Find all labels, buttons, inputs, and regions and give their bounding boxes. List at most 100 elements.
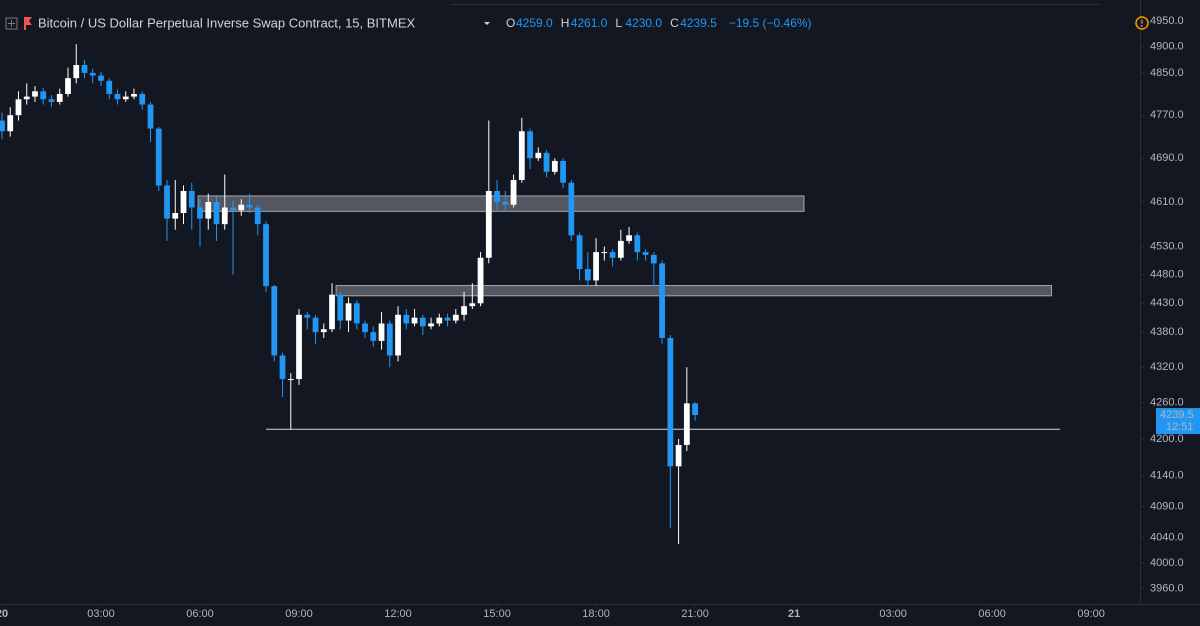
candle-body <box>675 444 682 467</box>
y-tick-label: 4480.0 <box>1150 269 1184 281</box>
candle-body <box>494 190 500 202</box>
candle-body <box>114 93 121 100</box>
x-tick-label: 06:00 <box>978 608 1006 620</box>
y-tick-label: 4140.0 <box>1150 469 1184 481</box>
candle-body <box>386 323 393 356</box>
candle-body <box>345 303 352 321</box>
x-tick-label: 09:00 <box>1077 608 1105 620</box>
ohlc-key: O <box>506 16 515 30</box>
candle-body <box>40 91 47 100</box>
y-tick-label: 4260.0 <box>1150 397 1184 409</box>
candle-body <box>7 115 14 132</box>
candle-body <box>378 323 385 341</box>
y-tick-label: 4690.0 <box>1150 152 1184 164</box>
symbol-title[interactable]: Bitcoin / US Dollar Perpetual Inverse Sw… <box>38 15 415 30</box>
candle-body <box>593 252 599 281</box>
candle-body <box>609 252 616 258</box>
candle-body <box>642 252 649 255</box>
candle-body <box>527 131 533 159</box>
candle-body <box>197 207 203 219</box>
dropdown-caret[interactable] <box>484 22 490 25</box>
x-tick-label: 21:00 <box>681 608 709 620</box>
y-tick-label: 4430.0 <box>1150 297 1184 309</box>
candle-body <box>650 254 657 264</box>
candle-body <box>48 99 55 102</box>
flag-icon[interactable] <box>24 17 32 30</box>
ohlc-key: H <box>561 16 570 30</box>
zone <box>335 285 1053 297</box>
candle-body <box>444 317 451 321</box>
y-tick-label: 4320.0 <box>1150 361 1184 373</box>
candle-body <box>15 99 22 116</box>
y-tick-label: 4850.0 <box>1150 67 1184 79</box>
candle-body <box>147 104 154 129</box>
warning-icon[interactable] <box>1135 16 1149 30</box>
candle-body <box>543 152 550 172</box>
candle-body <box>551 160 558 172</box>
candle-body <box>32 91 38 97</box>
y-tick-label: 4610.0 <box>1150 196 1184 208</box>
candle-body <box>23 96 30 100</box>
candle-body <box>238 204 245 211</box>
candle-body <box>535 152 542 159</box>
ohlc-value: 4259.0 <box>516 16 553 30</box>
candle-body <box>560 160 566 183</box>
candle-body <box>106 80 113 94</box>
candle-body <box>337 294 344 321</box>
candle-body <box>73 65 80 79</box>
y-tick-label: 3960.0 <box>1150 582 1184 594</box>
candle-body <box>461 306 467 315</box>
candle-body <box>188 190 195 208</box>
candle-body <box>56 93 63 102</box>
candle-body <box>469 303 476 307</box>
collapse-icon[interactable] <box>5 17 18 30</box>
candle-body <box>659 263 665 338</box>
zone <box>197 195 805 212</box>
candle-body <box>353 303 360 324</box>
candle-body <box>131 93 137 97</box>
candle-body <box>411 317 418 324</box>
last-price-label: 4239.5 <box>1160 409 1194 421</box>
candle-body <box>312 317 319 333</box>
ohlc-key: L <box>615 16 622 30</box>
candle-body <box>395 314 401 356</box>
y-tick-label: 4090.0 <box>1150 500 1184 512</box>
x-tick-label: 03:00 <box>879 608 907 620</box>
candle-body <box>403 314 410 324</box>
candle-body <box>296 314 302 380</box>
candle-body <box>485 190 492 258</box>
candle-body <box>246 204 253 208</box>
countdown: 12:51 <box>1166 421 1194 433</box>
candle-body <box>518 131 525 180</box>
y-tick-label: 4900.0 <box>1150 41 1184 53</box>
candle-body <box>98 75 104 81</box>
candle-body <box>584 269 591 281</box>
candle-body <box>139 93 146 105</box>
candle-body <box>213 201 220 225</box>
candle-body <box>477 257 484 304</box>
x-tick-label: 03:00 <box>87 608 115 620</box>
candle-body <box>205 201 212 219</box>
warning-icon <box>1141 25 1143 27</box>
y-tick-label: 4000.0 <box>1150 557 1184 569</box>
candle-body <box>634 235 641 253</box>
ohlc-key: C <box>670 16 679 30</box>
candle-body <box>452 314 459 321</box>
y-tick-label: 4530.0 <box>1150 240 1184 252</box>
candle-body <box>279 355 286 380</box>
last-price-box <box>1156 408 1200 435</box>
candle-body <box>89 72 96 76</box>
candle-body <box>320 329 327 333</box>
candle-body <box>155 128 162 186</box>
ohlc-value: 4230.0 <box>625 16 662 30</box>
price-change: −19.5 (−0.46%) <box>729 16 812 30</box>
y-tick-label: 4380.0 <box>1150 326 1184 338</box>
x-tick-label: 18:00 <box>582 608 610 620</box>
candle-body <box>502 201 509 205</box>
candle-body <box>65 78 71 94</box>
candle-body <box>683 403 690 445</box>
candle-body <box>419 317 426 327</box>
candle-body <box>436 317 443 324</box>
candle-body <box>428 323 434 327</box>
